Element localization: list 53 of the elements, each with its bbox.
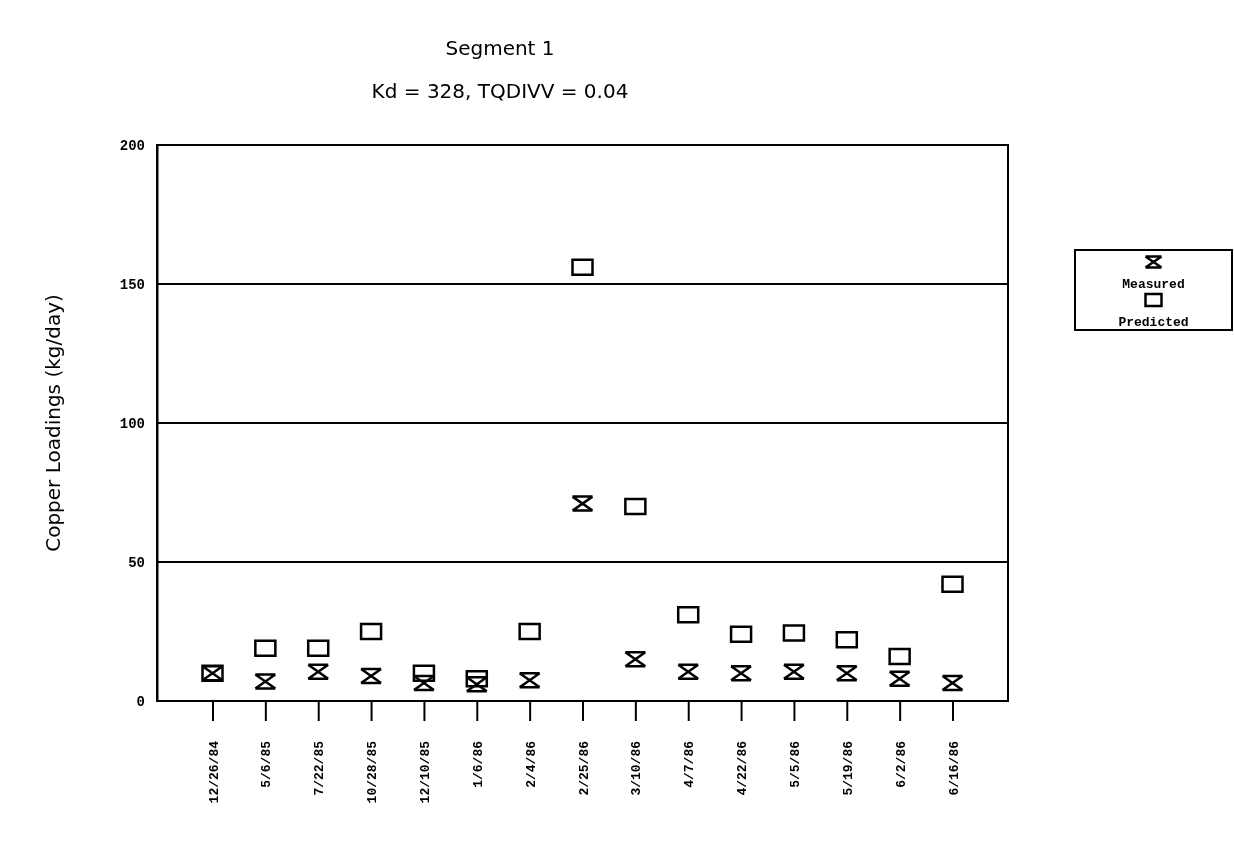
x-tick-label: 6/2/86 [893, 740, 909, 788]
point [624, 497, 647, 516]
point [941, 674, 964, 692]
chart-subtitle: Kd = 328, TQDIVV = 0.04 [371, 79, 629, 103]
point [465, 676, 489, 693]
point [518, 671, 541, 689]
x-tick-label: 5/6/85 [259, 740, 275, 788]
point [888, 670, 911, 688]
y-tick-label: 0 [136, 693, 145, 710]
legend-label: Measured [1122, 277, 1185, 292]
point [571, 258, 594, 277]
point [254, 673, 277, 690]
point [359, 622, 383, 641]
point [571, 495, 594, 512]
y-tick-label: 200 [119, 137, 145, 154]
x-tick-label: 12/26/84 [206, 740, 222, 804]
point [465, 670, 489, 688]
point [359, 667, 383, 685]
point [729, 625, 753, 644]
point [729, 664, 753, 682]
x-tick-label: 5/19/86 [840, 740, 856, 796]
point [412, 674, 436, 692]
x-tick-label: 7/22/85 [312, 740, 328, 796]
x-tick-label: 10/28/85 [365, 740, 381, 804]
x-tick-label: 5/5/86 [787, 740, 803, 788]
point [676, 663, 700, 681]
legend-label: Predicted [1118, 315, 1189, 330]
point [306, 663, 330, 681]
x-tick-label: 12/10/85 [417, 740, 433, 804]
chart-title: Segment 1 [445, 36, 555, 60]
point [412, 664, 436, 682]
x-tick-label: 2/4/86 [523, 740, 539, 788]
point [518, 622, 541, 641]
point [306, 639, 330, 657]
point [888, 647, 911, 666]
y-axis-title: Copper Loadings (kg/day) [41, 294, 65, 552]
point [624, 651, 647, 668]
point [254, 639, 277, 657]
x-tick-label: 6/16/86 [946, 740, 962, 796]
x-tick-label: 4/22/86 [735, 740, 751, 796]
x-tick-label: 1/6/86 [470, 740, 486, 788]
y-tick-label: 100 [119, 415, 145, 432]
y-tick-label: 50 [128, 554, 145, 571]
point [835, 631, 859, 649]
y-tick-label: 150 [119, 276, 145, 293]
x-tick-label: 3/10/86 [629, 740, 645, 796]
point [835, 664, 859, 682]
point [782, 663, 806, 681]
x-tick-label: 4/7/86 [682, 740, 698, 788]
point [782, 624, 806, 642]
x-tick-label: 2/25/86 [576, 740, 592, 796]
point [941, 575, 964, 593]
point [676, 606, 700, 624]
